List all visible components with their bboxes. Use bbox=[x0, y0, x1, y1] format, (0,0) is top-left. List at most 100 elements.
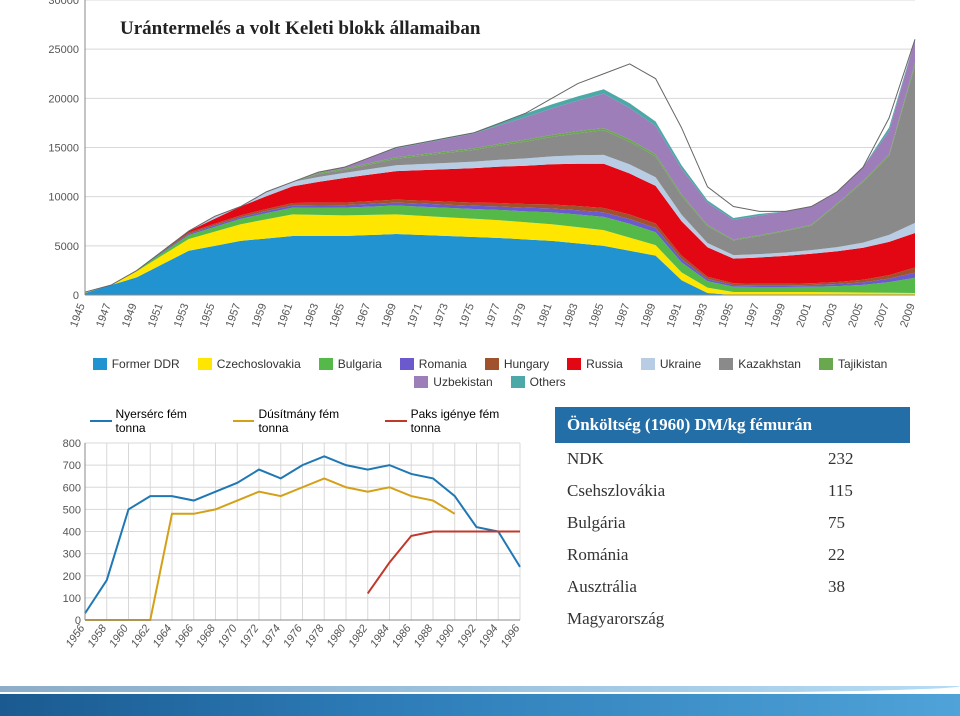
svg-text:600: 600 bbox=[63, 482, 81, 494]
line-chart-container: Nyersérc fém tonna Dúsítmány fém tonna Pak… bbox=[50, 407, 530, 670]
legend-item: Nyersérc fém tonna bbox=[90, 407, 218, 435]
legend-label: Czechoslovakia bbox=[217, 357, 301, 371]
svg-text:1990: 1990 bbox=[433, 622, 457, 650]
bottom-row: Nyersérc fém tonna Dúsítmány fém tonna Pak… bbox=[20, 407, 940, 670]
legend-swatch bbox=[819, 358, 833, 370]
legend-swatch bbox=[414, 376, 428, 388]
svg-text:1955: 1955 bbox=[198, 302, 218, 329]
legend-label: Paks igénye fém tonna bbox=[411, 407, 530, 435]
line-chart-legend: Nyersérc fém tonna Dúsítmány fém tonna Pak… bbox=[90, 407, 530, 435]
svg-text:1967: 1967 bbox=[353, 302, 373, 329]
svg-text:1974: 1974 bbox=[259, 623, 283, 650]
cost-country: Magyarország bbox=[567, 609, 828, 629]
svg-text:1964: 1964 bbox=[151, 623, 175, 650]
legend-label: Uzbekistan bbox=[433, 375, 492, 389]
legend-item: Hungary bbox=[485, 357, 549, 371]
svg-text:1991: 1991 bbox=[665, 302, 685, 329]
legend-item: Dúsítmány fém tonna bbox=[233, 407, 370, 435]
legend-label: Romania bbox=[419, 357, 467, 371]
legend-swatch bbox=[485, 358, 499, 370]
footer-stripe bbox=[0, 692, 960, 716]
svg-text:700: 700 bbox=[63, 460, 81, 472]
svg-text:400: 400 bbox=[63, 527, 81, 539]
legend-item: Tajikistan bbox=[819, 357, 887, 371]
svg-text:1981: 1981 bbox=[535, 302, 555, 329]
legend-item: Ukraine bbox=[641, 357, 701, 371]
svg-text:1994: 1994 bbox=[477, 623, 501, 650]
table-row: Csehszlovákia115 bbox=[555, 475, 910, 507]
cost-value: 232 bbox=[828, 449, 898, 469]
slide: 0500010000150002000025000300001945194719… bbox=[0, 0, 960, 716]
svg-text:1992: 1992 bbox=[455, 623, 479, 650]
legend-item: Former DDR bbox=[93, 357, 180, 371]
legend-label: Ukraine bbox=[660, 357, 701, 371]
svg-text:1999: 1999 bbox=[768, 302, 788, 329]
cost-value: 115 bbox=[828, 481, 898, 501]
table-row: Románia22 bbox=[555, 539, 910, 571]
svg-text:1975: 1975 bbox=[457, 302, 477, 329]
svg-text:1961: 1961 bbox=[276, 302, 296, 329]
cost-value bbox=[828, 609, 898, 629]
svg-text:200: 200 bbox=[63, 571, 81, 583]
legend-label: Nyersérc fém tonna bbox=[116, 407, 218, 435]
legend-swatch bbox=[511, 376, 525, 388]
svg-text:1973: 1973 bbox=[431, 302, 451, 329]
legend-item: Czechoslovakia bbox=[198, 357, 301, 371]
svg-text:1956: 1956 bbox=[64, 622, 88, 650]
svg-text:1988: 1988 bbox=[412, 622, 436, 650]
svg-text:1949: 1949 bbox=[120, 302, 140, 329]
legend-item: Others bbox=[511, 375, 566, 389]
svg-text:30000: 30000 bbox=[48, 0, 79, 7]
legend-item: Kazakhstan bbox=[719, 357, 801, 371]
svg-text:15000: 15000 bbox=[48, 143, 79, 155]
legend-swatch bbox=[385, 420, 407, 422]
area-chart: 0500010000150002000025000300001945194719… bbox=[30, 0, 930, 355]
svg-text:1972: 1972 bbox=[238, 623, 262, 650]
table-row: Magyarország bbox=[555, 603, 910, 635]
svg-text:300: 300 bbox=[63, 549, 81, 561]
svg-text:2007: 2007 bbox=[872, 302, 892, 329]
svg-text:1963: 1963 bbox=[302, 302, 322, 329]
svg-text:1977: 1977 bbox=[483, 302, 503, 329]
area-chart-container: 0500010000150002000025000300001945194719… bbox=[30, 0, 930, 355]
legend-label: Kazakhstan bbox=[738, 357, 801, 371]
svg-text:2003: 2003 bbox=[820, 302, 840, 329]
svg-text:1984: 1984 bbox=[368, 623, 392, 650]
legend-item: Russia bbox=[567, 357, 623, 371]
cost-country: Bulgária bbox=[567, 513, 828, 533]
legend-swatch bbox=[90, 420, 112, 422]
svg-text:1968: 1968 bbox=[194, 622, 218, 650]
legend-label: Tajikistan bbox=[838, 357, 887, 371]
svg-text:1970: 1970 bbox=[216, 622, 240, 650]
legend-label: Others bbox=[530, 375, 566, 389]
legend-swatch bbox=[567, 358, 581, 370]
legend-item: Uzbekistan bbox=[414, 375, 492, 389]
svg-text:1958: 1958 bbox=[85, 622, 109, 650]
legend-swatch bbox=[233, 420, 255, 422]
table-row: NDK232 bbox=[555, 443, 910, 475]
svg-text:1978: 1978 bbox=[303, 622, 327, 650]
svg-text:800: 800 bbox=[63, 438, 81, 450]
cost-value: 22 bbox=[828, 545, 898, 565]
legend-item: Bulgaria bbox=[319, 357, 382, 371]
cost-value: 38 bbox=[828, 577, 898, 597]
cost-country: Ausztrália bbox=[567, 577, 828, 597]
legend-swatch bbox=[641, 358, 655, 370]
legend-label: Former DDR bbox=[112, 357, 180, 371]
svg-text:1945: 1945 bbox=[68, 302, 88, 329]
legend-swatch bbox=[319, 358, 333, 370]
svg-text:1987: 1987 bbox=[613, 302, 633, 329]
svg-text:1957: 1957 bbox=[224, 302, 244, 329]
svg-text:1997: 1997 bbox=[743, 302, 763, 329]
legend-swatch bbox=[400, 358, 414, 370]
chart-title: Urántermelés a volt Keleti blokk államai… bbox=[120, 18, 480, 40]
cost-country: Csehszlovákia bbox=[567, 481, 828, 501]
legend-swatch bbox=[719, 358, 733, 370]
legend-item: Romania bbox=[400, 357, 467, 371]
svg-text:1969: 1969 bbox=[379, 302, 399, 329]
table-row: Ausztrália38 bbox=[555, 571, 910, 603]
svg-text:1979: 1979 bbox=[509, 302, 529, 329]
cost-table-header: Önköltség (1960) DM/kg fémurán bbox=[555, 407, 910, 443]
svg-text:1965: 1965 bbox=[328, 302, 348, 329]
cost-value: 75 bbox=[828, 513, 898, 533]
